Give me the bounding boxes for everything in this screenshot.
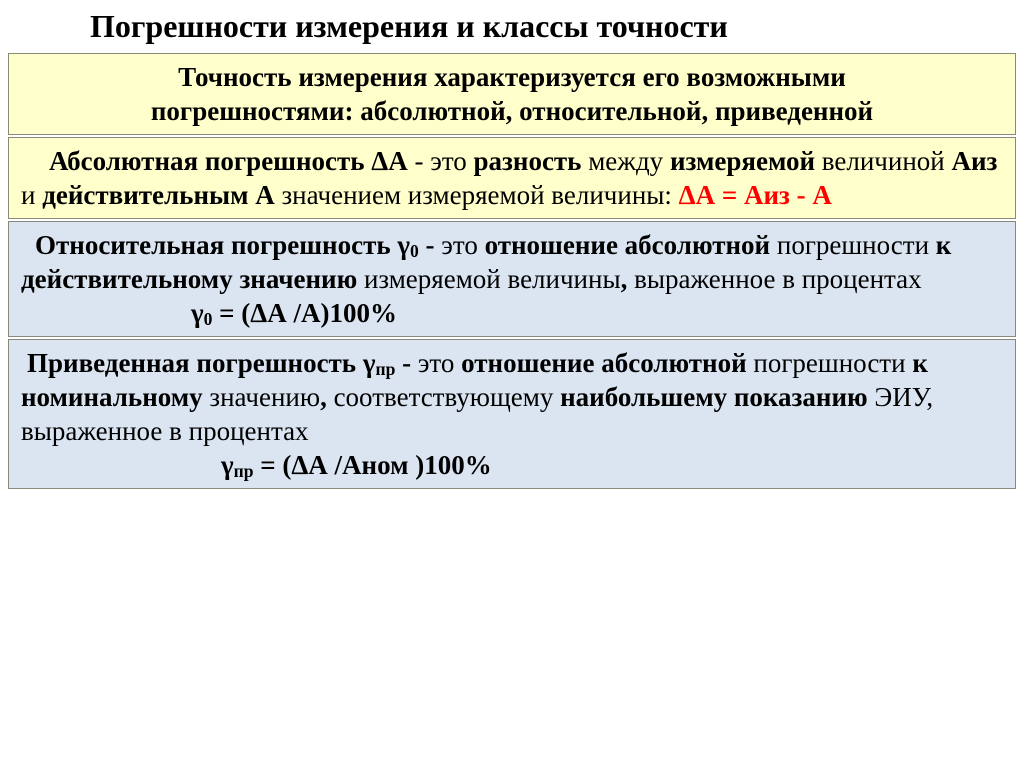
rel-f-post: = (ΔА /А)100% [212, 298, 397, 328]
abs-hA: А [255, 180, 275, 210]
red-g: значению [203, 382, 320, 412]
red-a: Приведенная погрешность γ [27, 348, 375, 378]
rel-a: Относительная погрешность γ [35, 230, 410, 260]
red-i1: соответствующему [334, 382, 561, 412]
reduced-error-box: Приведенная погрешность γпр - это отноше… [8, 339, 1016, 489]
intro-line-1: Точность измерения характеризуется его в… [21, 60, 1003, 94]
red-c: это [418, 348, 461, 378]
rel-c: это [441, 230, 484, 260]
abs-g: и [21, 180, 42, 210]
red-f-pre: γ [221, 450, 234, 480]
slide-title: Погрешности измерения и классы точности [0, 0, 1024, 51]
slide: Погрешности измерения и классы точности … [0, 0, 1024, 767]
abs-formula: ΔА = Аиз - А [679, 180, 832, 210]
abs-e: величиной [815, 146, 951, 176]
abs-d: измеряемой [670, 146, 815, 176]
red-h: , [320, 382, 334, 412]
abs-i: значением измеряемой величины: [275, 180, 679, 210]
rel-f-pre: γ [191, 298, 204, 328]
rel-d: отношение абсолютной [485, 230, 771, 260]
rel-text: Относительная погрешность γ0 - это отнош… [21, 228, 1003, 296]
rel-formula: γ0 = (ΔА /А)100% [21, 296, 1003, 330]
rel-g: измеряемой величины [357, 264, 620, 294]
rel-f-sub: 0 [204, 309, 213, 329]
rel-h: , [621, 264, 635, 294]
rel-e: погрешности [770, 230, 936, 260]
rel-b: - [419, 230, 442, 260]
abs-h1: действительным [42, 180, 248, 210]
abs-c: между [581, 146, 669, 176]
red-b: - [395, 348, 418, 378]
intro-box: Точность измерения характеризуется его в… [8, 53, 1016, 135]
red-i2: наибольшему показанию [560, 382, 868, 412]
red-e: погрешности [747, 348, 913, 378]
red-formula: γпр = (ΔА /Аном )100% [21, 448, 1003, 482]
abs-f: Аиз [951, 146, 997, 176]
absolute-error-box: Абсолютная погрешность ΔА - это разность… [8, 137, 1016, 219]
red-f-post: = (ΔА /Аном )100% [254, 450, 492, 480]
rel-a-sub: 0 [410, 241, 419, 261]
intro-line-2: погрешностями: абсолютной, относительной… [21, 94, 1003, 128]
red-d: отношение абсолютной [461, 348, 747, 378]
red-f-sub: пр [234, 461, 254, 481]
rel-i: выраженное в процентах [634, 264, 922, 294]
red-a-sub: пр [375, 359, 395, 379]
abs-a: - это [408, 146, 474, 176]
relative-error-box: Относительная погрешность γ0 - это отнош… [8, 221, 1016, 337]
abs-b: разность [474, 146, 582, 176]
abs-lead: Абсолютная погрешность ΔА [49, 146, 408, 176]
red-text: Приведенная погрешность γпр - это отноше… [21, 346, 1003, 448]
